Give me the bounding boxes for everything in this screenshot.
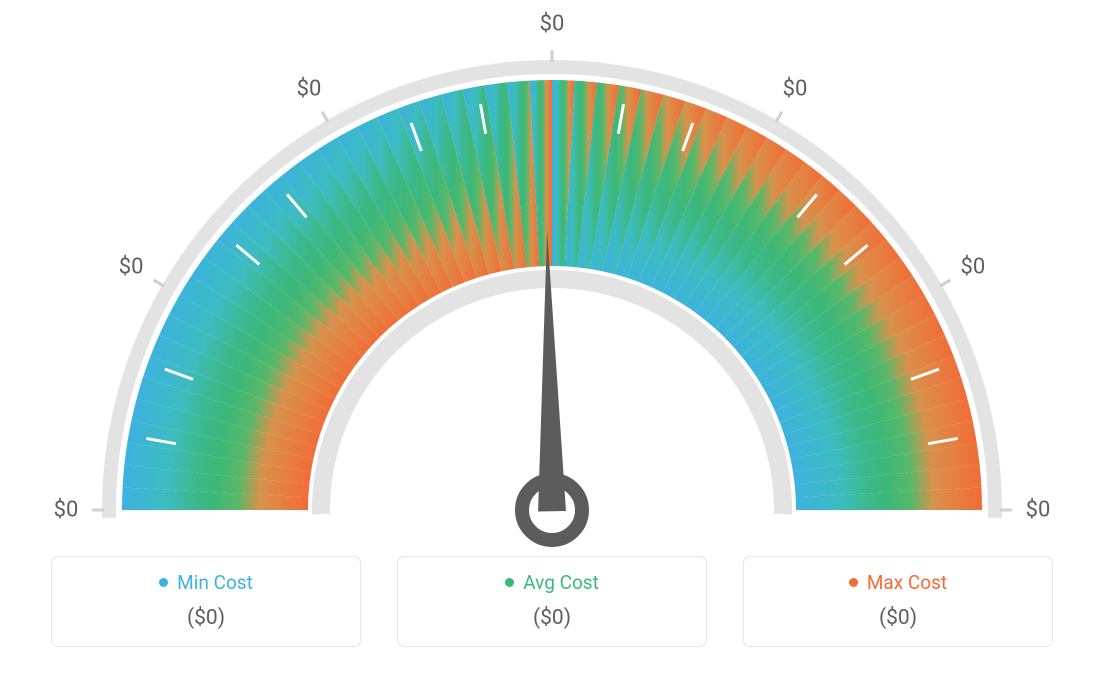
- dot-icon: [505, 578, 514, 587]
- legend-card-avg: Avg Cost ($0): [397, 556, 707, 647]
- dot-icon: [849, 578, 858, 587]
- gauge-tick-label: $0: [540, 12, 565, 37]
- gauge-tick-label: $0: [961, 255, 986, 280]
- gauge-svg: [32, 10, 1072, 550]
- gauge-chart-container: $0 $0 $0 $0 $0 $0 $0 Min Cost ($0) Avg Cost ($…: [0, 0, 1104, 690]
- legend-value: ($0): [398, 606, 706, 630]
- legend-card-max: Max Cost ($0): [743, 556, 1053, 647]
- legend-label: Avg Cost: [523, 571, 599, 594]
- gauge-tick-label: $0: [1026, 498, 1051, 523]
- legend-value: ($0): [52, 606, 360, 630]
- gauge-wrap: $0 $0 $0 $0 $0 $0 $0: [32, 10, 1072, 550]
- legend-value: ($0): [744, 606, 1052, 630]
- legend-card-min: Min Cost ($0): [51, 556, 361, 647]
- legend-title-min: Min Cost: [159, 571, 253, 594]
- gauge-tick-label: $0: [783, 77, 808, 102]
- gauge-tick-label: $0: [297, 77, 322, 102]
- legend-label: Max Cost: [867, 571, 947, 594]
- legend-row: Min Cost ($0) Avg Cost ($0) Max Cost ($0…: [0, 556, 1104, 647]
- legend-label: Min Cost: [177, 571, 253, 594]
- legend-title-max: Max Cost: [849, 571, 947, 594]
- gauge-tick-label: $0: [54, 498, 79, 523]
- gauge-tick-label: $0: [119, 255, 144, 280]
- legend-title-avg: Avg Cost: [505, 571, 599, 594]
- dot-icon: [159, 578, 168, 587]
